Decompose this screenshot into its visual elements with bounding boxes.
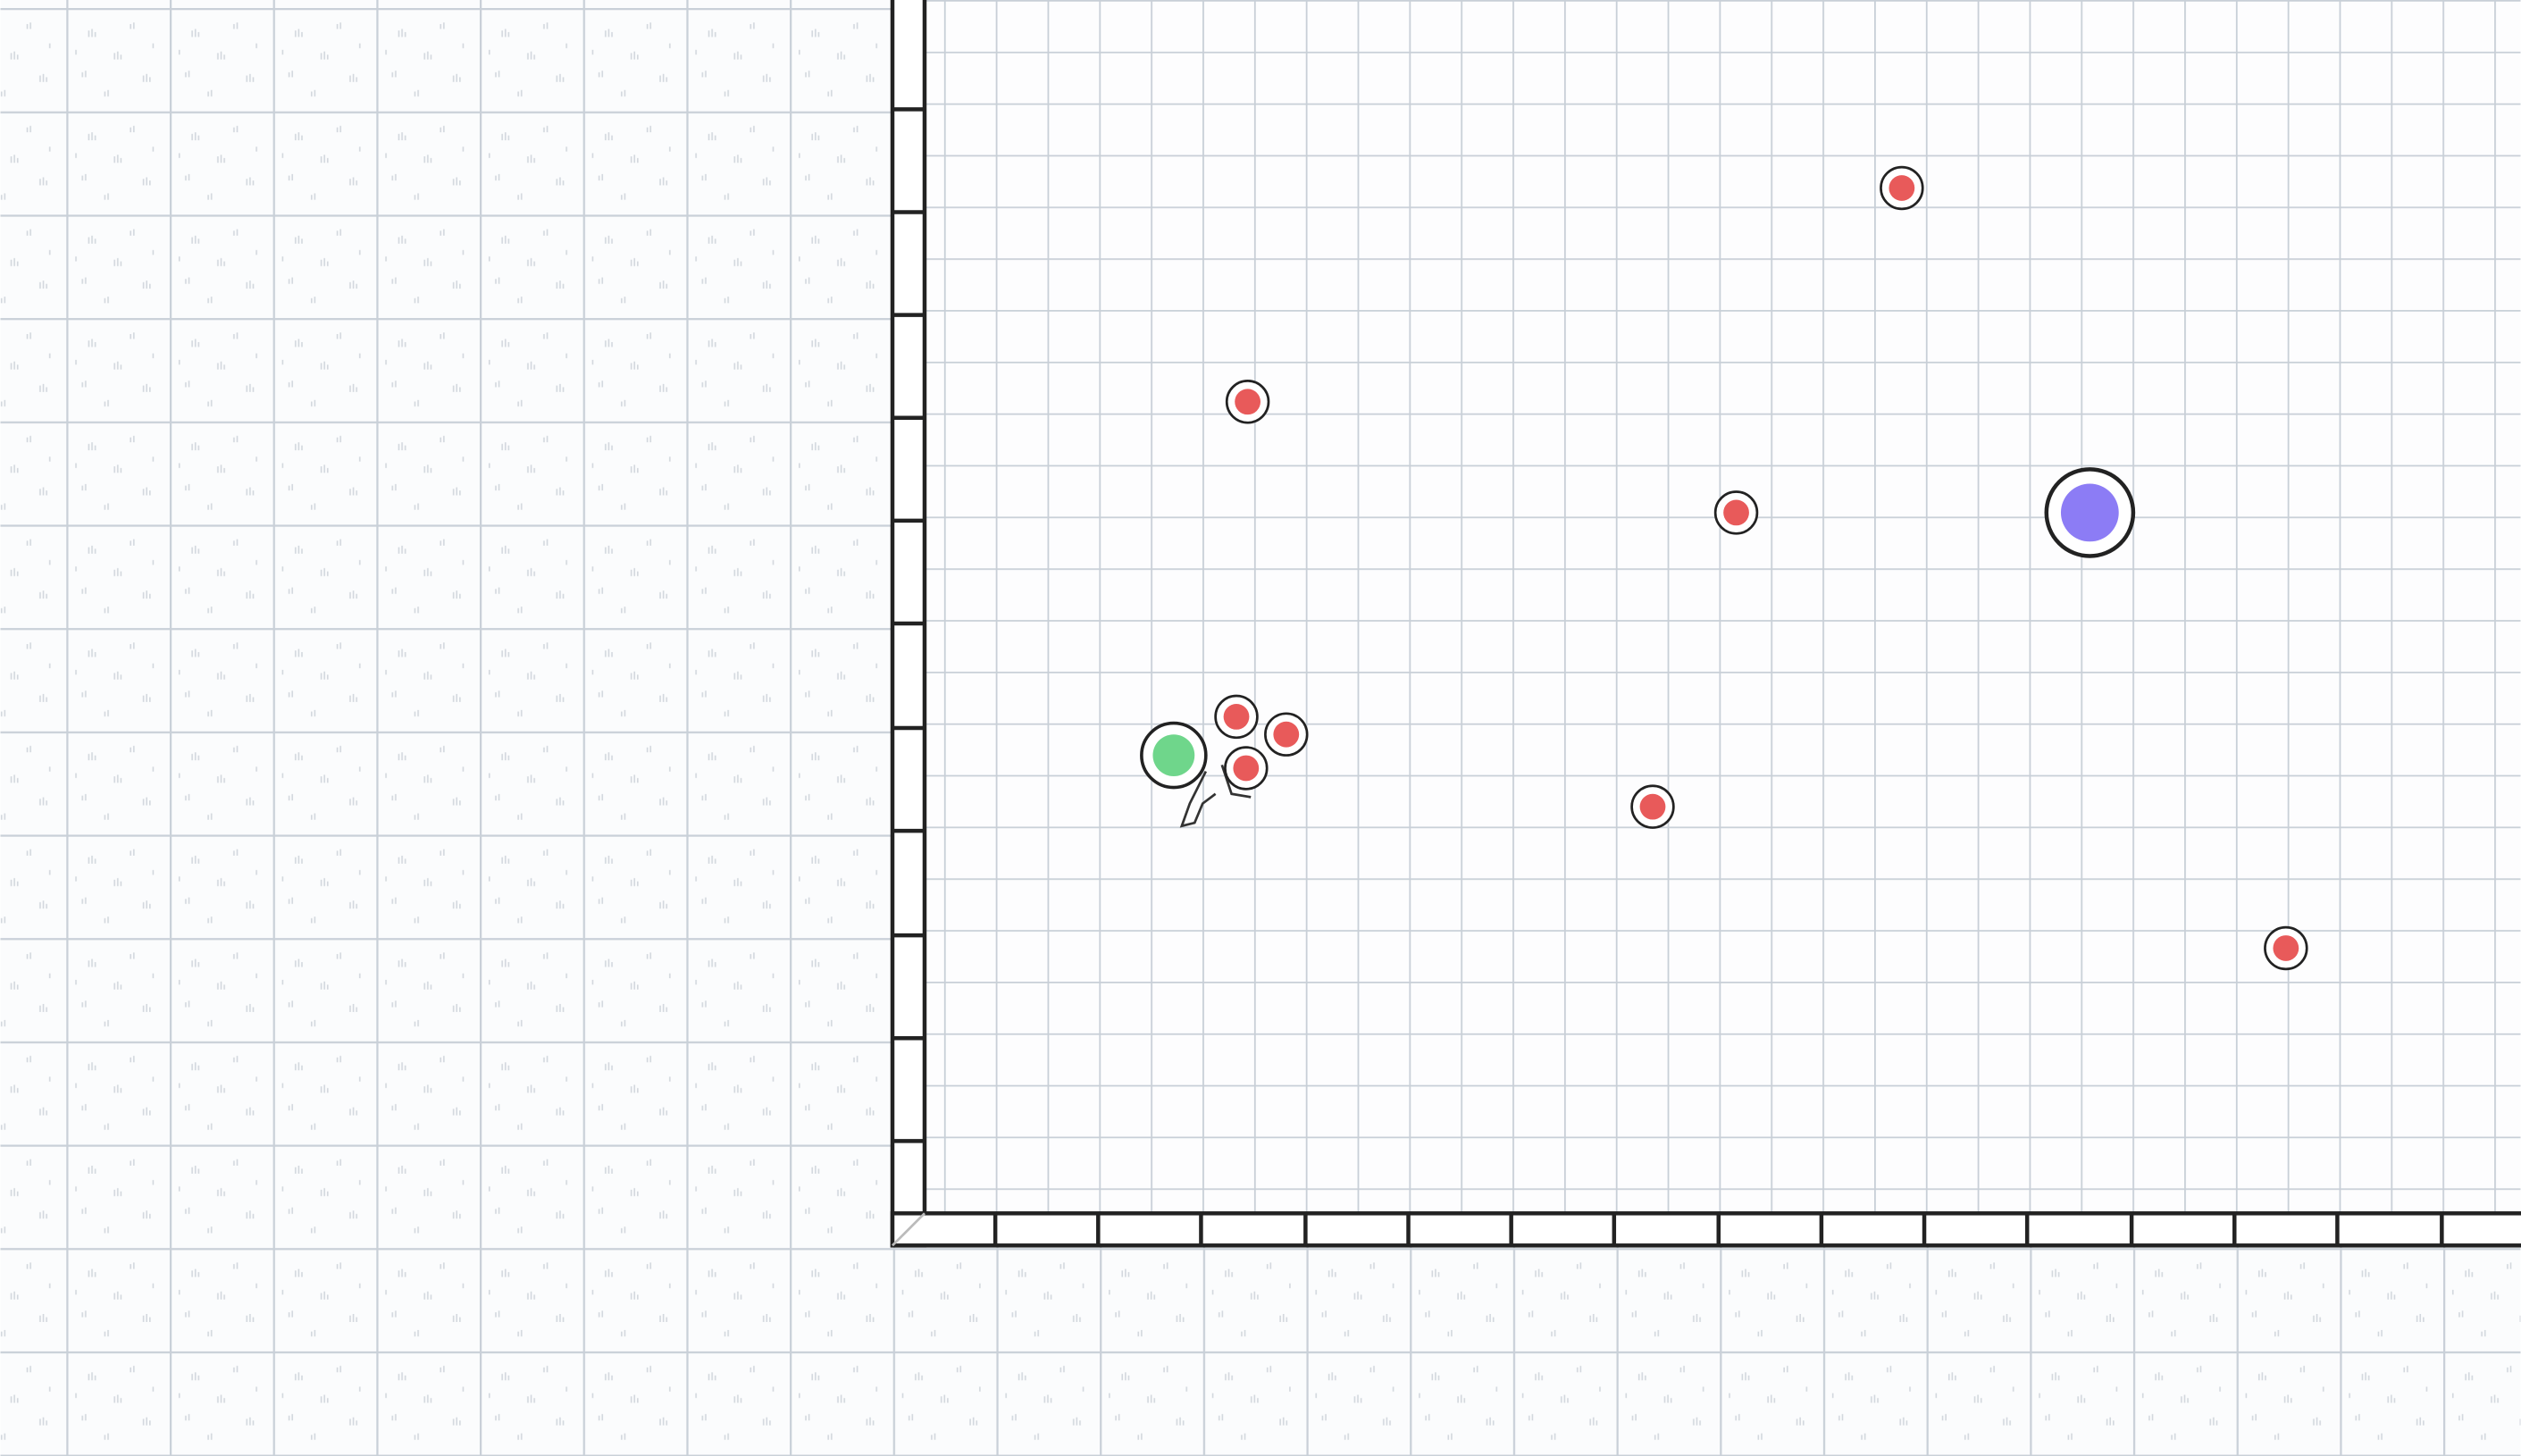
player-core (1152, 734, 1195, 776)
enemy (1713, 490, 1759, 535)
enemy (1880, 165, 1924, 211)
player (1140, 694, 1309, 828)
arena-floor (924, 0, 2521, 1214)
wall (890, 0, 2521, 1248)
boss (2044, 467, 2136, 558)
enemy (1630, 784, 1675, 829)
enemy (1225, 380, 1270, 424)
enemies (1225, 165, 2308, 971)
enemy (1264, 712, 1309, 757)
enemy (1214, 694, 1259, 740)
enemy (1224, 746, 1269, 791)
enemy (2264, 925, 2308, 971)
